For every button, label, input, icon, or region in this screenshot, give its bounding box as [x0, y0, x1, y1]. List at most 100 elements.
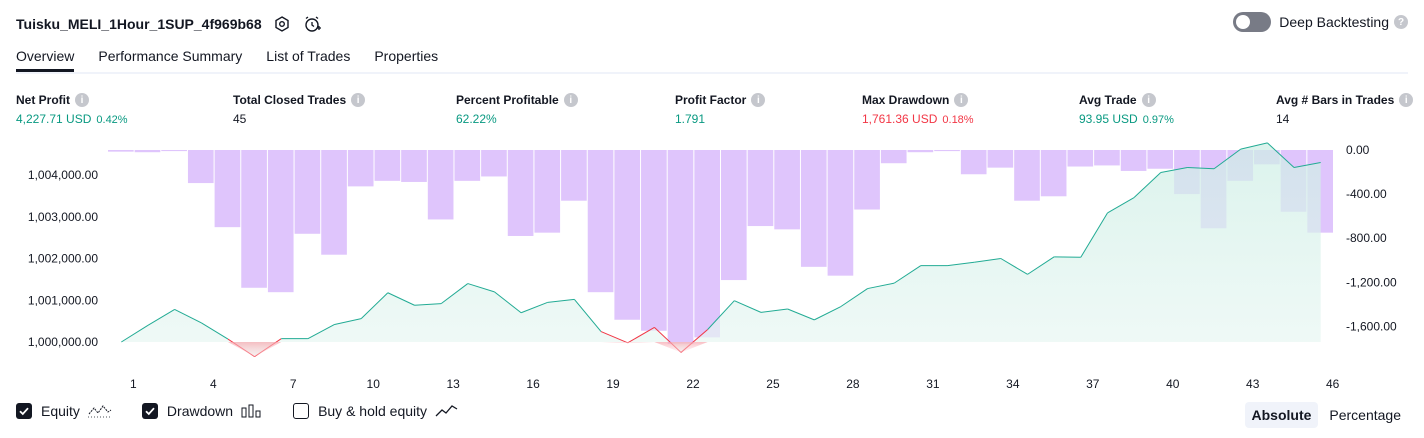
drawdown-bar — [694, 150, 720, 338]
metric-percent: 0.42% — [96, 114, 128, 126]
metric-0: Net Profit i 4,227.71 USD 0.42% — [16, 93, 128, 126]
settings-icon[interactable] — [272, 14, 292, 34]
metric-value: 62.22% — [456, 112, 497, 126]
x-axis-tick: 22 — [686, 377, 700, 391]
drawdown-bar — [614, 150, 641, 320]
right-axis-tick: -800.00 — [1346, 231, 1387, 245]
equity-segment — [1107, 197, 1135, 214]
buy-hold-checkbox[interactable] — [293, 403, 310, 419]
info-icon[interactable]: i — [1141, 93, 1156, 107]
deep-backtesting-toggle[interactable] — [1233, 12, 1272, 32]
equity-segment — [1133, 172, 1162, 198]
drawdown-bar — [534, 150, 561, 233]
drawdown-bar — [241, 150, 267, 288]
left-axis-tick: 1,002,000.00 — [28, 252, 98, 266]
equity-segment — [734, 300, 762, 313]
equity-segment — [600, 331, 628, 344]
equity-area — [121, 142, 1321, 357]
equity-segment — [440, 283, 469, 304]
x-axis-tick: 10 — [367, 377, 381, 391]
x-axis-tick: 34 — [1006, 377, 1020, 391]
metric-label-text: Profit Factor — [675, 93, 747, 107]
metric-value-row: 45 — [233, 112, 365, 126]
equity-negative-area — [227, 342, 282, 357]
tab-overview[interactable]: Overview — [16, 48, 75, 72]
legend-equity[interactable]: Equity — [16, 403, 112, 419]
equity-segment — [814, 306, 842, 321]
buy-hold-line-icon — [435, 404, 459, 418]
equity-segment — [387, 292, 415, 306]
metric-label: Total Closed Trades i — [233, 93, 366, 107]
metric-percent: 0.97% — [1142, 114, 1174, 126]
info-icon[interactable]: i — [75, 93, 89, 107]
drawdown-bar — [667, 150, 694, 344]
equity-segment — [1213, 148, 1242, 170]
drawdown-bar — [1067, 150, 1094, 167]
scale-mode-switch: Absolute Percentage — [1241, 402, 1409, 428]
metric-value: 1,761.36 USD — [862, 112, 938, 126]
equity-segment — [1187, 166, 1215, 170]
right-axis-tick: -400.00 — [1346, 187, 1387, 201]
info-icon[interactable]: i — [1399, 93, 1414, 107]
legend-buy-hold[interactable]: Buy & hold equity — [293, 403, 459, 419]
equity-checkbox[interactable] — [16, 403, 32, 419]
drawdown-bar — [827, 150, 854, 276]
drawdown-bar — [641, 150, 667, 331]
absolute-button[interactable]: Absolute — [1244, 402, 1319, 428]
x-axis-tick: 46 — [1326, 377, 1340, 391]
equity-segment — [334, 318, 362, 325]
equity-line-icon — [87, 404, 112, 418]
percentage-button[interactable]: Percentage — [1329, 407, 1401, 423]
drawdown-bar — [454, 150, 481, 181]
metric-value-row: 1.791 — [675, 112, 765, 126]
drawdown-bar — [134, 150, 161, 153]
equity-segment — [947, 261, 975, 267]
drawdown-checkbox[interactable] — [141, 403, 158, 419]
add-alert-icon[interactable] — [302, 14, 322, 34]
tab-performance-summary[interactable]: Performance Summary — [98, 48, 243, 64]
x-axis-tick: 31 — [926, 377, 940, 391]
drawdown-bar — [374, 150, 401, 181]
deep-backtesting: Deep Backtesting ? — [1233, 12, 1408, 32]
drawdown-bar — [481, 150, 507, 177]
equity-segment — [467, 283, 495, 293]
drawdown-bar — [108, 150, 134, 152]
info-icon[interactable]: i — [954, 93, 969, 107]
info-icon[interactable]: i — [563, 93, 578, 107]
deep-backtesting-label: Deep Backtesting — [1279, 14, 1389, 30]
equity-segment — [520, 301, 548, 314]
left-axis-tick: 1,001,000.00 — [28, 293, 98, 307]
metric-value-row: 14 — [1276, 112, 1413, 126]
help-icon[interactable]: ? — [1394, 15, 1408, 29]
metric-6: Avg # Bars in Trades i 14 — [1276, 93, 1414, 126]
metric-2: Percent Profitable i 62.22% — [456, 93, 578, 126]
legend-drawdown-label: Drawdown — [166, 403, 234, 419]
metric-value: 93.95 USD — [1079, 112, 1138, 126]
info-icon[interactable]: i — [351, 93, 366, 107]
metric-5: Avg Trade i 93.95 USD 0.97% — [1079, 93, 1174, 126]
drawdown-bar — [587, 150, 614, 293]
tab-list-of-trades[interactable]: List of Trades — [266, 48, 351, 64]
metric-label: Percent Profitable i — [456, 93, 578, 107]
metric-label-text: Max Drawdown — [862, 93, 950, 107]
equity-segment — [201, 322, 229, 340]
drawdown-bar — [1040, 150, 1067, 197]
x-axis-tick: 7 — [290, 377, 297, 391]
equity-segment — [627, 326, 655, 344]
drawdown-bar — [347, 150, 374, 187]
drawdown-bar — [747, 150, 774, 227]
info-icon[interactable]: i — [751, 93, 766, 107]
tab-properties[interactable]: Properties — [374, 48, 439, 64]
drawdown-bar — [561, 150, 587, 201]
legend-equity-label: Equity — [41, 403, 80, 419]
legend-drawdown[interactable]: Drawdown — [141, 403, 263, 419]
drawdown-bar — [1094, 150, 1120, 166]
metric-value: 45 — [233, 112, 247, 126]
x-axis-tick: 37 — [1086, 377, 1100, 391]
metric-label: Profit Factor i — [675, 93, 766, 107]
drawdown-bar — [1120, 150, 1147, 171]
drawdown-bar — [934, 150, 960, 152]
metric-value-row: 1,761.36 USD 0.18% — [862, 112, 974, 126]
drawdown-bars-icon — [241, 404, 263, 418]
drawdown-bar — [507, 150, 534, 236]
